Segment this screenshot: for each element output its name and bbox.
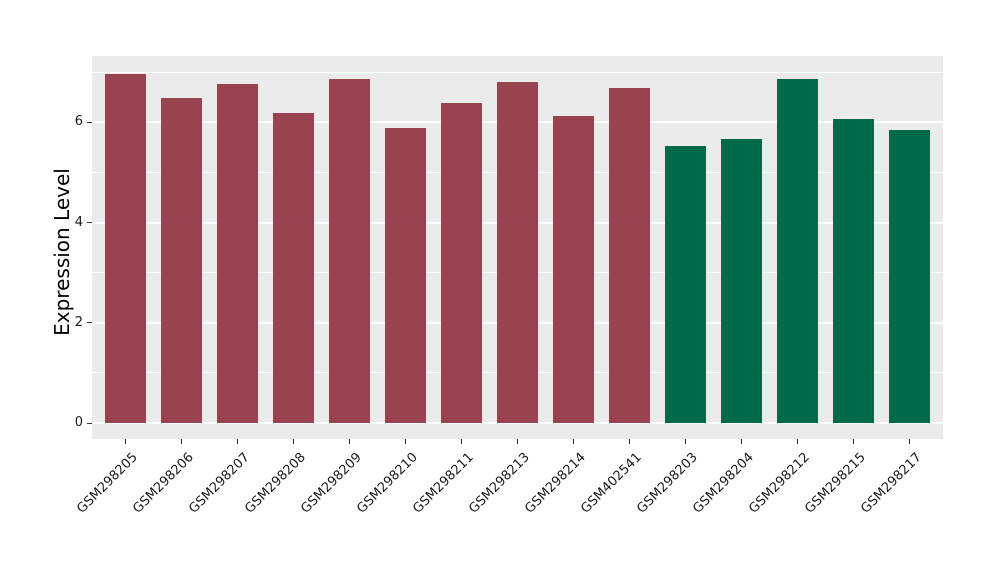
- y-tick-mark: [87, 222, 92, 224]
- y-tick-label: 2: [74, 314, 83, 330]
- x-tick-mark: [741, 439, 742, 444]
- bar-GSM298213: [497, 81, 538, 423]
- bar-GSM402541: [609, 88, 650, 423]
- bar-GSM298212: [777, 78, 818, 423]
- gridline-minor: [92, 71, 943, 73]
- x-tick-mark: [909, 439, 910, 444]
- bar-GSM298217: [889, 130, 930, 423]
- x-tick-mark: [573, 439, 574, 444]
- x-tick-mark: [181, 439, 182, 444]
- y-tick-label: 4: [74, 214, 83, 230]
- bar-GSM298204: [721, 138, 762, 423]
- x-tick-mark: [517, 439, 518, 444]
- y-tick-mark: [87, 322, 92, 324]
- bar-GSM298208: [273, 112, 314, 423]
- plot-panel: [92, 56, 943, 439]
- bar-GSM298205: [105, 73, 146, 423]
- x-tick-mark: [685, 439, 686, 444]
- x-tick-mark: [797, 439, 798, 444]
- x-tick-mark: [405, 439, 406, 444]
- bar-GSM298214: [553, 116, 594, 423]
- x-tick-mark: [125, 439, 126, 444]
- y-tick-mark: [87, 422, 92, 424]
- x-tick-mark: [461, 439, 462, 444]
- x-tick-mark: [237, 439, 238, 444]
- y-tick-mark: [87, 121, 92, 123]
- x-tick-mark: [293, 439, 294, 444]
- y-tick-label: 0: [74, 415, 83, 430]
- gridline-major: [92, 422, 943, 424]
- bar-GSM298215: [833, 118, 874, 423]
- bar-GSM298210: [385, 128, 426, 423]
- bar-GSM298207: [217, 83, 258, 423]
- bar-GSM298206: [161, 98, 202, 423]
- x-tick-mark: [853, 439, 854, 444]
- bar-GSM298211: [441, 102, 482, 423]
- bar-GSM298203: [665, 145, 706, 423]
- y-tick-label: 6: [74, 114, 83, 130]
- x-tick-mark: [349, 439, 350, 444]
- x-tick-mark: [629, 439, 630, 444]
- bar-GSM298209: [329, 78, 370, 423]
- y-axis-title: Expression Level: [50, 168, 74, 336]
